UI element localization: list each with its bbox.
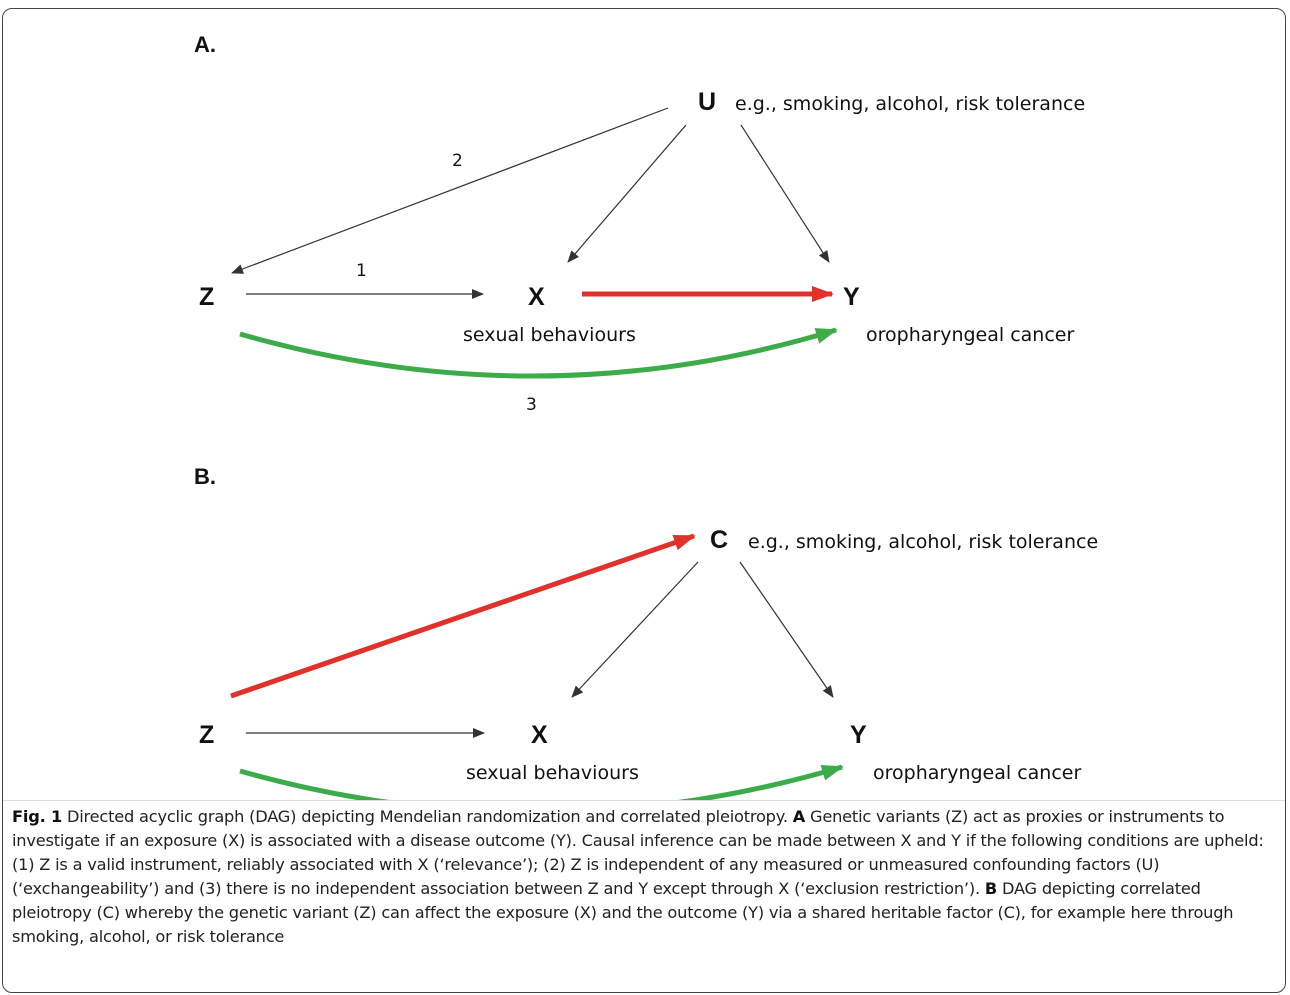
panel-a-path-label-2: 2 bbox=[452, 151, 463, 171]
panel-b-node-y-label: oropharyngeal cancer bbox=[873, 762, 1081, 784]
panel-b-edge-z-c bbox=[230, 533, 696, 699]
caption-b-text: DAG depicting correlated pleiotropy (C) … bbox=[12, 879, 1234, 946]
panel-a-edge-u-y bbox=[740, 124, 830, 263]
panel-a-node-u: U bbox=[698, 88, 716, 116]
caption-a-marker: A bbox=[792, 807, 806, 826]
panel-b-edge-c-x bbox=[571, 561, 699, 698]
caption-a-text: Genetic variants (Z) act as proxies or i… bbox=[12, 807, 1264, 898]
panel-a-path-label-1: 1 bbox=[356, 261, 367, 281]
panel-b-label: B. bbox=[194, 464, 216, 489]
panel-a-node-x-label: sexual behaviours bbox=[463, 324, 636, 346]
panel-b-node-x-label: sexual behaviours bbox=[466, 762, 639, 784]
panel-a-node-x: X bbox=[528, 283, 545, 311]
panel-b-node-c-label: e.g., smoking, alcohol, risk tolerance bbox=[748, 531, 1098, 553]
panel-b-node-z: Z bbox=[199, 721, 214, 749]
panel-a-node-y: Y bbox=[843, 283, 860, 311]
panel-b-node-c: C bbox=[710, 526, 728, 554]
panel-a-node-y-label: oropharyngeal cancer bbox=[866, 324, 1074, 346]
panel-a-path-label-3: 3 bbox=[526, 395, 537, 415]
panel-b-edge-c-y bbox=[739, 561, 834, 698]
caption-fig-label: Fig. 1 bbox=[12, 807, 63, 826]
figure-frame bbox=[2, 8, 1286, 993]
panel-a-label: A. bbox=[194, 32, 216, 57]
panel-a-edge-z-y bbox=[239, 327, 838, 379]
figure-caption: Fig. 1 Directed acyclic graph (DAG) depi… bbox=[12, 805, 1274, 949]
caption-b-marker: B bbox=[984, 879, 998, 898]
caption-separator bbox=[3, 800, 1285, 801]
dag-diagram: A. U e.g., smoking, alcohol, risk tolera… bbox=[194, 32, 1098, 800]
panel-b-edge-z-y bbox=[239, 764, 844, 800]
panel-b-node-y: Y bbox=[850, 721, 867, 749]
panel-b-node-x: X bbox=[531, 721, 548, 749]
caption-intro: Directed acyclic graph (DAG) depicting M… bbox=[67, 807, 788, 826]
panel-a-node-z: Z bbox=[199, 283, 214, 311]
panel-a-edge-u-x bbox=[567, 124, 687, 263]
panel-a-edge-u-z bbox=[231, 107, 669, 274]
panel-a-node-u-label: e.g., smoking, alcohol, risk tolerance bbox=[735, 93, 1085, 115]
